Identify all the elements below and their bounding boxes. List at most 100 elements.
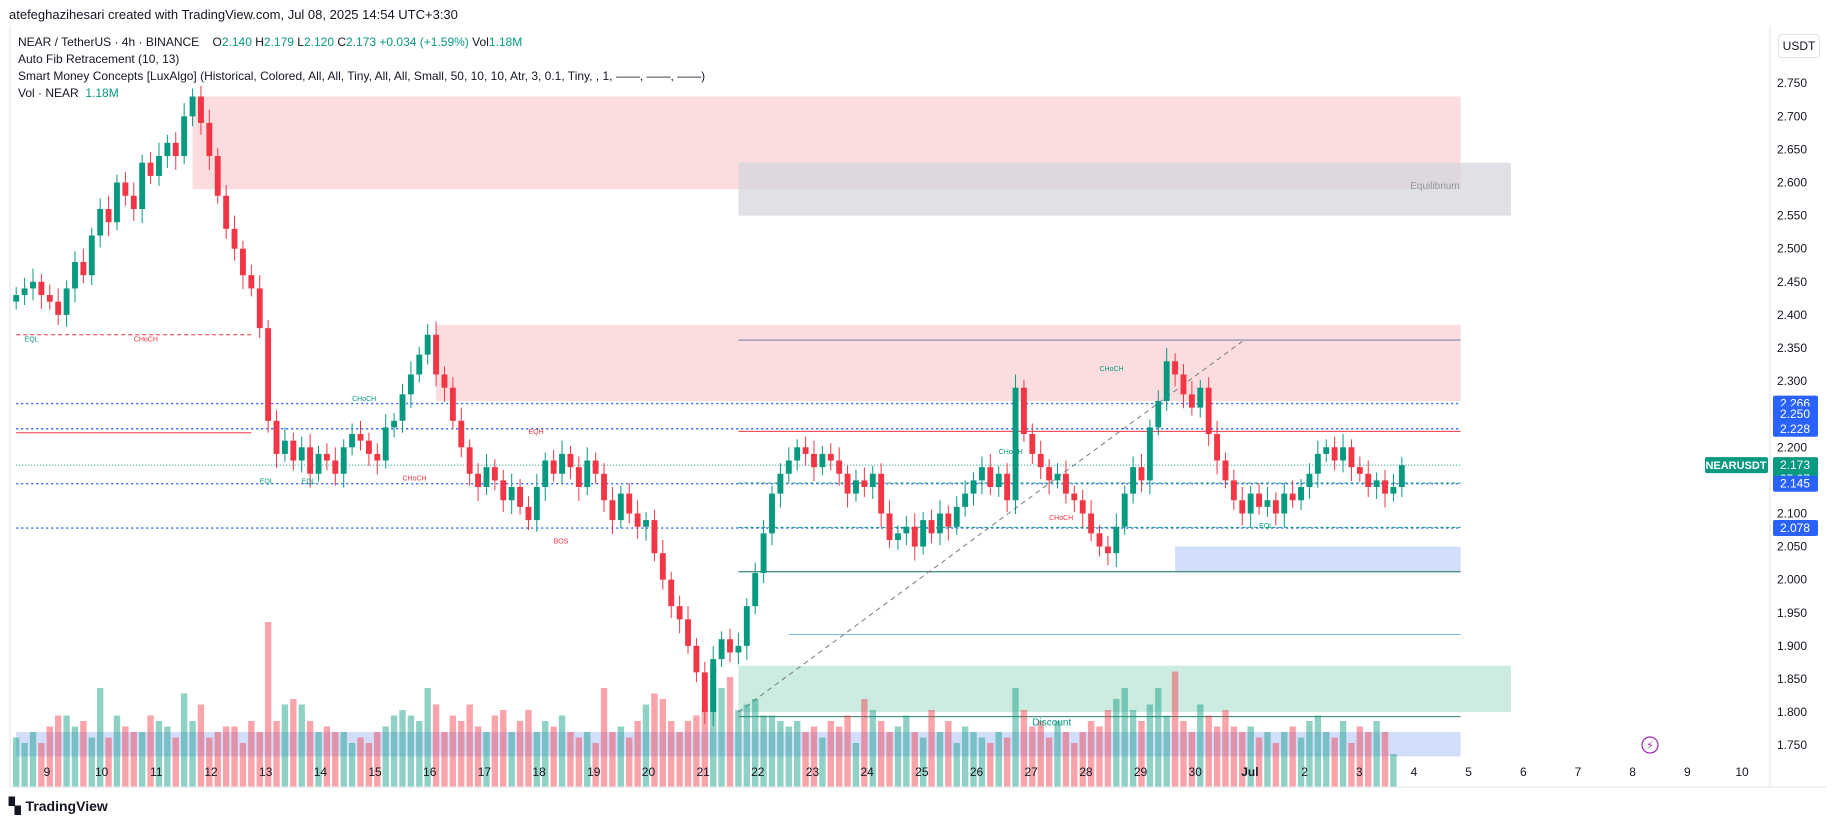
volume-bar [802, 732, 809, 787]
symbol-tag-box [1705, 457, 1768, 474]
candle [886, 513, 893, 540]
candle [1062, 473, 1069, 494]
volume-bar [634, 721, 641, 787]
candle [550, 460, 557, 474]
volume-bar [567, 732, 574, 787]
currency-button[interactable]: USDT [1778, 34, 1820, 58]
volume-bar [63, 715, 70, 787]
candle [676, 606, 683, 620]
volume-bar [189, 721, 196, 787]
candle [399, 394, 406, 421]
candle [853, 480, 859, 494]
volume-bar [315, 732, 322, 787]
indicator-smc[interactable]: Smart Money Concepts [LuxAlgo] (Historic… [18, 69, 706, 83]
candle [693, 645, 700, 673]
legend-ohlc-row[interactable]: NEAR / TetherUS · 4h · BINANCE O2.140 H2… [18, 34, 705, 51]
volume-bar [894, 726, 902, 787]
candle [517, 487, 524, 507]
volume-bar [1247, 726, 1254, 787]
price-tick-label: 1.750 [1777, 738, 1807, 752]
price-tag-box [1773, 520, 1818, 537]
candle [844, 473, 851, 494]
volume-bar [1272, 743, 1280, 787]
volume-bar [835, 726, 843, 787]
volume-bar [1197, 704, 1204, 787]
price-tick-label: 1.900 [1777, 639, 1807, 653]
volume-bar [752, 699, 759, 787]
volume-bar [441, 732, 448, 787]
time-tick-label: 18 [532, 765, 546, 779]
volume-bar [1255, 737, 1263, 787]
candle [533, 487, 540, 521]
volume-bar [416, 721, 423, 787]
volume-bar [214, 732, 221, 787]
volume-bar [710, 666, 717, 787]
candle [223, 195, 230, 229]
volume-bar [827, 721, 834, 787]
candle [1289, 493, 1296, 501]
annotation-label: EQH [528, 429, 543, 436]
candle [668, 579, 675, 607]
volume-bar [1104, 710, 1112, 787]
indicator-volume[interactable]: Vol · NEAR 1.18M [18, 85, 705, 102]
volume-bar [298, 704, 305, 787]
volume-bar [105, 737, 112, 787]
candle [1390, 487, 1397, 494]
price-tick-label: 2.400 [1777, 308, 1807, 322]
indicator-volume-label: Vol · NEAR [18, 86, 79, 100]
volume-bar [1062, 732, 1070, 787]
candle [382, 427, 389, 461]
candle [164, 142, 171, 157]
indicator-fib[interactable]: Auto Fib Retracement (10, 13) [18, 52, 180, 66]
volume-bar [466, 704, 473, 787]
symbol-title[interactable]: NEAR / TetherUS · 4h · BINANCE [18, 35, 200, 49]
volume-bar [273, 721, 280, 787]
candle [449, 387, 456, 421]
volume-bar [844, 715, 851, 787]
time-tick-label: 20 [642, 765, 656, 779]
price-tick-label: 2.350 [1777, 341, 1807, 355]
candle [1264, 500, 1271, 507]
volume-bar [231, 726, 238, 787]
candle [307, 447, 314, 474]
time-tick-label: 14 [314, 765, 328, 779]
volume-bar [684, 721, 692, 787]
candle [1146, 427, 1153, 481]
candle [802, 447, 809, 454]
volume-bar [88, 737, 95, 787]
volume-bar [474, 726, 482, 787]
candle [1012, 387, 1019, 501]
volume-bar [533, 732, 541, 787]
candle [1222, 460, 1229, 481]
candle [491, 467, 498, 481]
annotation-label: EQL [25, 336, 39, 343]
annotation-label: CHoCH [402, 475, 426, 482]
volume-bar [1188, 732, 1196, 787]
candle [466, 447, 473, 474]
volume-bar [877, 721, 885, 787]
volume-bar [500, 710, 507, 787]
volume-bar [651, 693, 658, 787]
candle [995, 473, 1002, 487]
candle [80, 261, 87, 276]
volume-bar [1390, 754, 1397, 787]
volume-bar [1373, 721, 1380, 787]
candle [903, 526, 910, 534]
tradingview-logo[interactable]: ▚ TradingView [9, 797, 108, 815]
volume-bar [1045, 737, 1053, 787]
candle [819, 453, 826, 468]
candle [811, 453, 817, 468]
candle [987, 467, 994, 487]
volume-bar [668, 721, 675, 787]
volume-bar [609, 732, 616, 787]
candle [920, 520, 927, 547]
volume-bar [903, 715, 910, 787]
volume-value: 1.18M [488, 35, 523, 49]
volume-bar [936, 732, 944, 787]
candle [1306, 473, 1313, 487]
candle [1046, 467, 1053, 481]
volume-bar [1163, 715, 1170, 787]
candle [46, 295, 53, 302]
candle [1314, 453, 1321, 474]
